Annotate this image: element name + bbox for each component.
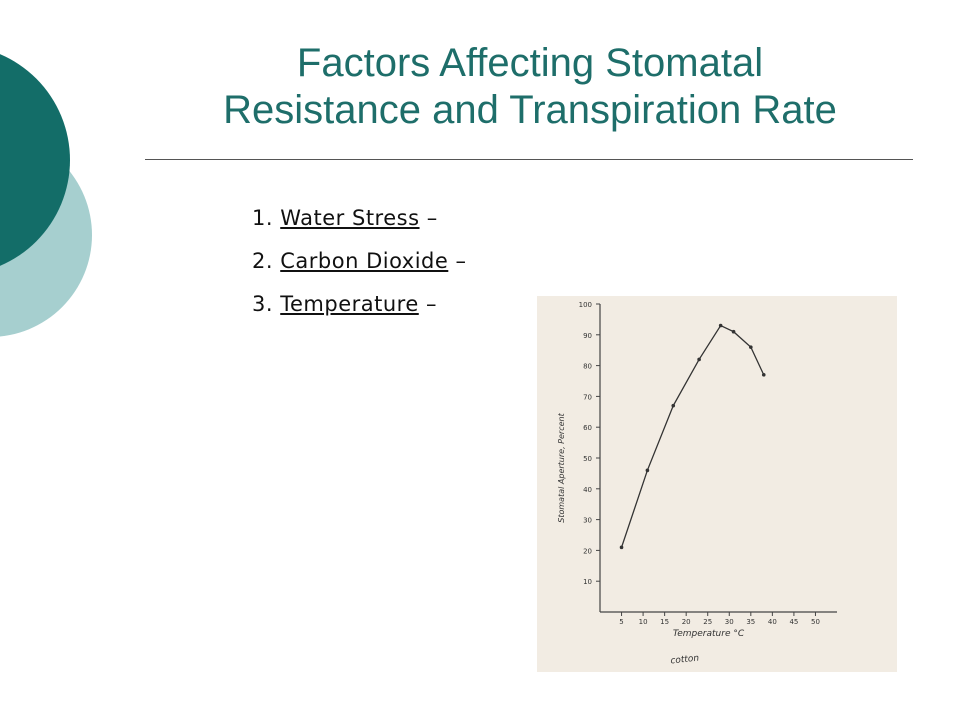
title-line: Factors Affecting Stomatal [296,41,764,85]
x-tick-label: 5 [619,618,623,626]
y-tick-label: 100 [579,301,592,309]
y-tick-label: 20 [583,547,592,555]
data-point [749,345,753,349]
y-tick-label: 90 [583,332,592,340]
item-number: 1. [252,206,274,230]
factor-list: 1. Water Stress –2. Carbon Dioxide –3. T… [252,197,466,326]
data-point [761,373,766,377]
x-axis-label: Temperature °C [673,629,745,639]
x-tick-label: 10 [639,618,648,626]
x-tick-label: 20 [682,618,691,626]
title-rule [145,159,913,160]
y-tick-label: 40 [583,486,592,494]
y-axis-label: Stomatal Aperture, Percent [557,412,566,522]
y-tick-label: 50 [583,455,592,463]
data-point [697,357,701,362]
x-tick-label: 15 [660,618,669,626]
x-tick-label: 30 [725,618,734,626]
item-term: Temperature [280,292,419,316]
item-dash: – [426,206,438,230]
data-point [671,403,676,408]
title-line: Resistance and Transpiration Rate [223,88,837,132]
chart-paper [537,296,897,672]
y-tick-label: 80 [583,363,592,371]
x-tick-label: 50 [811,618,820,626]
item-term: Water Stress [280,206,420,230]
item-dash: – [455,249,467,273]
item-number: 3. [252,292,274,316]
y-tick-label: 70 [583,393,592,401]
x-tick-label: 35 [746,618,755,626]
data-point [731,329,736,334]
item-term: Carbon Dioxide [280,249,449,273]
y-tick-label: 10 [583,578,592,586]
x-tick-label: 25 [703,618,712,626]
slide-title: Factors Affecting Stomatal Resistance an… [145,40,915,134]
list-item: 1. Water Stress – [252,197,466,240]
data-line [620,324,765,548]
x-tick-label: 45 [789,618,798,626]
data-point [619,545,624,550]
item-number: 2. [252,249,274,273]
data-point [718,323,723,328]
annotation: cotton [670,654,700,667]
item-dash: – [425,292,437,316]
y-tick-label: 30 [583,517,592,525]
chart: 10 20 30 40 50 60 70 80 90 100 5 10 15 20 25 30 35 40 45 50… [537,296,897,672]
list-item: 2. Carbon Dioxide – [252,240,466,283]
data-point [645,468,650,473]
y-tick-label: 60 [583,424,592,432]
list-item: 3. Temperature – [252,283,466,326]
x-tick-label: 40 [768,618,777,626]
